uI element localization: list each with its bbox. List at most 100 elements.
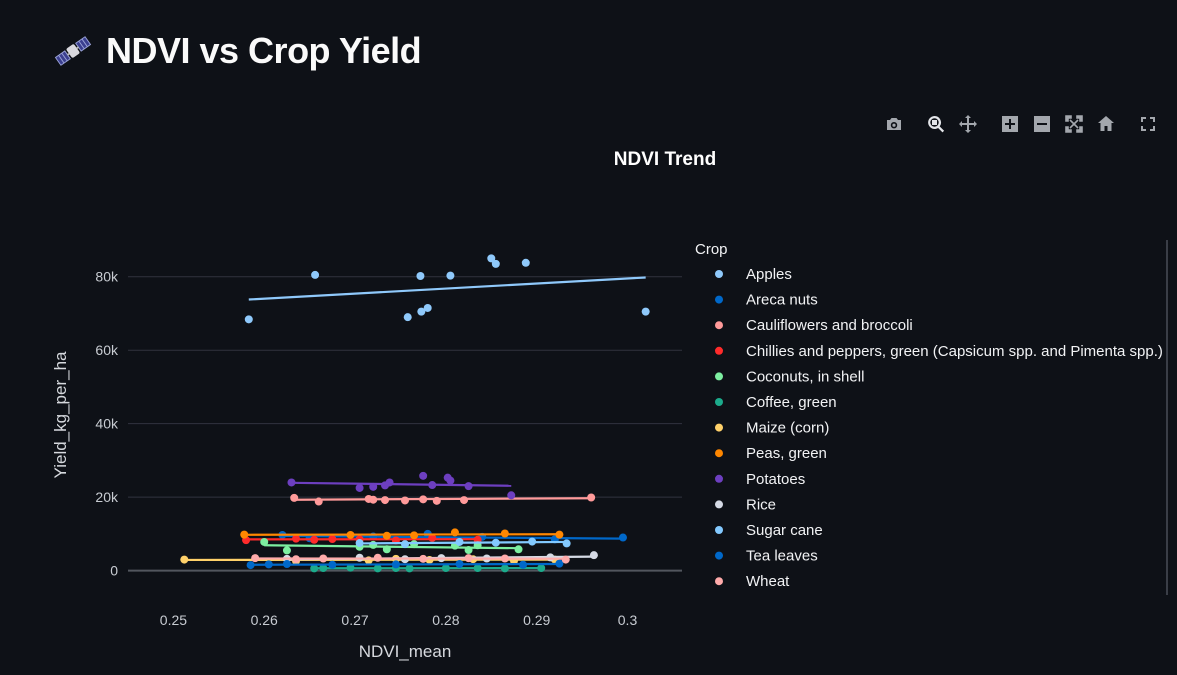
zoom-in-icon	[1002, 116, 1018, 132]
legend-label: Cauliflowers and broccoli	[746, 317, 913, 334]
data-point[interactable]	[587, 493, 596, 502]
data-point[interactable]	[416, 272, 425, 280]
zoom-in-button[interactable]	[994, 112, 1026, 136]
trend-line	[264, 544, 519, 550]
autoscale-icon	[1065, 115, 1083, 133]
y-tick-label: 60k	[95, 342, 119, 358]
legend-label: Potatoes	[746, 471, 805, 488]
zoom-icon	[928, 116, 945, 133]
home-icon	[1098, 116, 1114, 131]
zoom-out-icon	[1034, 116, 1050, 132]
data-point[interactable]	[487, 254, 496, 263]
page-title: NDVI vs Crop Yield	[106, 30, 422, 71]
camera-button[interactable]	[878, 112, 910, 136]
zoom-out-button[interactable]	[1026, 112, 1058, 136]
trend-line	[294, 497, 592, 501]
y-tick-label: 0	[110, 563, 118, 579]
legend-item[interactable]: Wheat	[715, 573, 790, 590]
data-point[interactable]	[514, 545, 523, 554]
data-point[interactable]	[507, 491, 516, 500]
data-point[interactable]	[446, 476, 455, 485]
legend-label: Coffee, green	[746, 394, 837, 411]
legend-marker	[715, 577, 723, 586]
series-group	[355, 537, 571, 549]
y-tick-label: 20k	[95, 489, 119, 505]
data-point[interactable]	[401, 496, 409, 505]
legend-item[interactable]: Potatoes	[715, 471, 805, 488]
legend: Crop Apples Areca nuts Cauliflowers and br…	[695, 241, 1163, 590]
legend-item[interactable]: Chillies and peppers, green (Capsicum sp…	[715, 343, 1163, 360]
legend-item[interactable]: Coconuts, in shell	[715, 368, 864, 385]
trend-line	[291, 481, 512, 487]
camera-icon	[887, 118, 901, 130]
x-tick-label: 0.27	[341, 612, 368, 628]
legend-item[interactable]: Coffee, green	[715, 394, 837, 411]
x-tick-label: 0.28	[432, 612, 459, 628]
pan-button[interactable]	[952, 112, 984, 136]
data-point[interactable]	[641, 307, 650, 316]
data-point[interactable]	[589, 551, 598, 560]
legend-label: Coconuts, in shell	[746, 368, 864, 385]
legend-item[interactable]: Areca nuts	[715, 292, 818, 309]
autoscale-button[interactable]	[1058, 112, 1090, 136]
legend-item[interactable]: Apples	[715, 266, 792, 283]
data-point[interactable]	[282, 546, 291, 555]
legend-label: Sugar cane	[746, 522, 823, 539]
series-group	[290, 493, 596, 506]
legend-item[interactable]: Tea leaves	[715, 548, 818, 565]
data-point[interactable]	[251, 554, 260, 563]
legend-label: Apples	[746, 266, 792, 283]
modebar	[878, 112, 1164, 136]
data-point[interactable]	[369, 540, 378, 549]
data-point[interactable]	[287, 478, 296, 487]
legend-label: Areca nuts	[746, 292, 818, 309]
data-point[interactable]	[491, 259, 500, 268]
y-axis-ticks: 0 20k 40k 60k 80k	[95, 269, 119, 579]
trend-line	[248, 276, 646, 301]
data-point[interactable]	[419, 471, 428, 480]
data-point[interactable]	[460, 496, 469, 505]
y-axis-title: Yield_kg_per_ha	[51, 351, 70, 479]
data-point[interactable]	[310, 564, 319, 573]
legend-item[interactable]: Rice	[715, 496, 776, 513]
fullscreen-icon	[1141, 117, 1155, 131]
trend-line	[359, 540, 567, 545]
data-point[interactable]	[423, 303, 432, 312]
page-header: NDVI vs Crop Yield	[54, 30, 422, 72]
legend-label: Wheat	[746, 573, 790, 590]
legend-label: Tea leaves	[746, 548, 818, 565]
data-point[interactable]	[403, 313, 412, 322]
trend-line	[282, 534, 623, 540]
series-group	[244, 254, 650, 324]
data-point[interactable]	[382, 531, 391, 540]
legend-marker	[715, 551, 723, 560]
x-axis-title: NDVI_mean	[359, 642, 452, 661]
data-point[interactable]	[521, 258, 530, 267]
data-point[interactable]	[311, 270, 320, 279]
y-tick-label: 40k	[95, 416, 119, 432]
data-point[interactable]	[446, 271, 455, 280]
zoom-button[interactable]	[920, 112, 952, 136]
x-tick-label: 0.29	[523, 612, 550, 628]
data-point[interactable]	[555, 559, 564, 568]
data-point[interactable]	[355, 483, 364, 492]
trend-line	[250, 562, 560, 566]
legend-item[interactable]: Peas, green	[715, 445, 827, 462]
data-point[interactable]	[246, 561, 255, 570]
legend-item[interactable]: Maize (corn)	[715, 420, 829, 437]
fullscreen-button[interactable]	[1132, 112, 1164, 136]
data-point[interactable]	[417, 307, 426, 316]
x-tick-label: 0.3	[618, 612, 638, 628]
data-point[interactable]	[260, 537, 269, 546]
series-group	[287, 471, 516, 500]
series-group	[251, 553, 570, 564]
legend-label: Chillies and peppers, green (Capsicum sp…	[746, 343, 1163, 360]
legend-item[interactable]: Cauliflowers and broccoli	[715, 317, 913, 334]
x-tick-label: 0.26	[251, 612, 278, 628]
reset-axes-button[interactable]	[1090, 112, 1122, 136]
legend-item[interactable]: Sugar cane	[715, 522, 823, 539]
gridlines	[128, 276, 682, 572]
data-point[interactable]	[562, 539, 571, 548]
data-point[interactable]	[244, 315, 253, 324]
